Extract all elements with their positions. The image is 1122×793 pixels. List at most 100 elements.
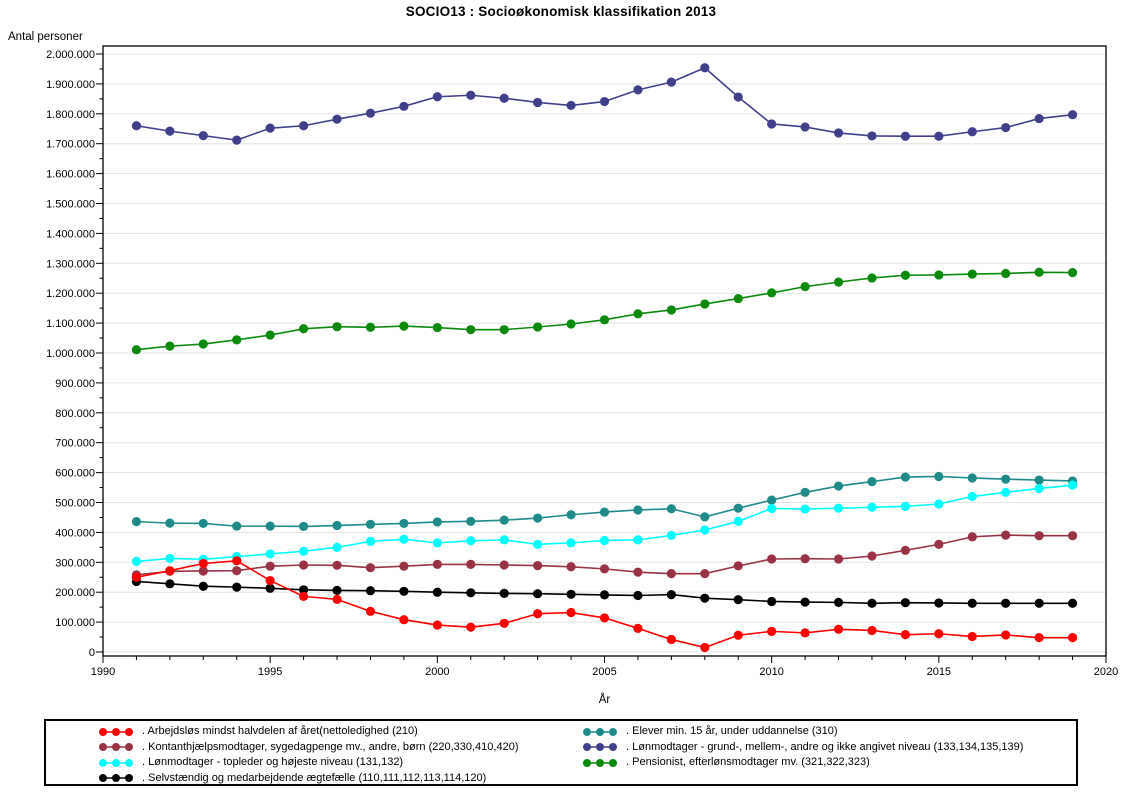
y-tick-label: 100.000 <box>55 617 95 629</box>
data-point-elever-2005 <box>599 507 610 517</box>
legend-label-kontanthjaelp: . Kontanthjælpsmodtager, sygedagpenge mv… <box>142 740 519 753</box>
data-point-selvstaendig-2012 <box>833 597 844 607</box>
data-point-lonmodtager-topleder-2005 <box>599 535 610 546</box>
legend-label-lonmodtager-grund: . Lønmodtager - grund-, mellem-, andre o… <box>626 740 1024 753</box>
data-point-arbejdslos-2006 <box>633 623 643 633</box>
x-tick-label: 2020 <box>1094 666 1118 678</box>
data-point-selvstaendig-2014 <box>900 598 911 608</box>
data-point-arbejdslos-2009 <box>733 630 743 640</box>
data-point-elever-1991 <box>131 517 142 527</box>
series-points-elever <box>131 471 1078 532</box>
legend-item-arbejdslos: . Arbejdsløs mindst halvdelen af året(ne… <box>98 724 519 740</box>
data-point-elever-1995 <box>265 521 275 531</box>
data-point-lonmodtager-topleder-2000 <box>432 538 442 548</box>
y-tick-label: 300.000 <box>55 557 95 569</box>
data-point-selvstaendig-1995 <box>265 583 275 593</box>
data-point-kontanthjaelp-1994 <box>232 566 242 576</box>
data-point-kontanthjaelp-2006 <box>633 567 643 577</box>
data-point-lonmodtager-topleder-1999 <box>399 534 409 544</box>
data-point-kontanthjaelp-2007 <box>666 569 676 579</box>
legend-marker-lonmodtager-topleder <box>99 758 133 767</box>
data-point-kontanthjaelp-2011 <box>800 554 810 564</box>
y-tick-label: 600.000 <box>55 468 95 480</box>
x-tick-label: 1990 <box>91 666 115 678</box>
legend-item-selvstaendig: . Selvstændig og medarbejdende ægtefælle… <box>98 771 519 787</box>
y-axis-unit-label: Antal personer <box>8 31 83 43</box>
data-point-arbejdslos-1991 <box>131 572 142 582</box>
legend-item-pensionist: . Pensionist, efterlønsmodtager mv. (321… <box>582 755 1023 771</box>
legend-column-right: . Elever min. 15 år, under uddannelse (3… <box>582 724 1023 771</box>
x-tick-label: 1995 <box>258 666 282 678</box>
y-tick-label: 1.800.000 <box>46 109 95 121</box>
data-point-elever-2002 <box>499 515 509 525</box>
data-point-pensionist-1991 <box>131 345 142 355</box>
data-point-lonmodtager-grund-2000 <box>432 92 442 102</box>
data-point-arbejdslos-2018 <box>1034 633 1044 643</box>
y-tick-label: 1.100.000 <box>46 318 95 330</box>
data-point-elever-1994 <box>232 521 242 531</box>
data-point-pensionist-2007 <box>666 305 676 315</box>
data-point-lonmodtager-grund-1998 <box>365 108 376 118</box>
data-point-arbejdslos-2016 <box>967 631 977 642</box>
legend-column-left: . Arbejdsløs mindst halvdelen af året(ne… <box>98 724 519 786</box>
legend-label-pensionist: . Pensionist, efterlønsmodtager mv. (321… <box>626 756 870 769</box>
data-point-selvstaendig-2006 <box>633 590 643 601</box>
data-point-pensionist-2015 <box>934 270 944 280</box>
legend-item-elever: . Elever min. 15 år, under uddannelse (3… <box>582 724 1023 740</box>
data-point-pensionist-2008 <box>700 299 710 309</box>
data-point-kontanthjaelp-2002 <box>499 560 509 570</box>
data-point-kontanthjaelp-2003 <box>533 560 543 571</box>
data-point-lonmodtager-topleder-1998 <box>365 536 376 546</box>
data-point-selvstaendig-1992 <box>165 579 175 589</box>
data-point-pensionist-2016 <box>967 269 977 279</box>
data-point-pensionist-2019 <box>1067 267 1078 278</box>
data-point-lonmodtager-grund-2003 <box>533 97 543 108</box>
legend-marker-kontanthjaelp <box>99 743 133 752</box>
data-point-pensionist-2009 <box>733 293 743 304</box>
data-point-lonmodtager-topleder-2011 <box>800 504 810 514</box>
legend-marker-selvstaendig <box>99 774 133 783</box>
data-point-elever-2001 <box>466 516 476 526</box>
data-point-lonmodtager-topleder-2015 <box>934 499 944 509</box>
data-point-lonmodtager-grund-2011 <box>800 122 810 132</box>
y-tick-label: 500.000 <box>55 498 95 510</box>
data-point-arbejdslos-1992 <box>165 566 175 576</box>
data-point-selvstaendig-1994 <box>232 582 242 592</box>
y-tick-label: 0 <box>89 647 95 659</box>
data-point-kontanthjaelp-2004 <box>566 562 576 572</box>
data-point-pensionist-2005 <box>599 315 610 325</box>
series-line-elever <box>136 475 1073 528</box>
data-point-arbejdslos-2012 <box>833 624 844 634</box>
data-point-selvstaendig-2001 <box>466 588 476 598</box>
data-point-arbejdslos-2015 <box>934 629 944 639</box>
data-point-kontanthjaelp-2013 <box>867 551 877 561</box>
series-line-arbejdslos <box>136 560 1073 649</box>
data-point-lonmodtager-topleder-2007 <box>666 530 676 540</box>
data-point-lonmodtager-grund-2009 <box>733 92 743 102</box>
data-point-arbejdslos-1997 <box>332 594 342 604</box>
data-point-arbejdslos-2017 <box>1001 630 1011 640</box>
x-axis-title: År <box>598 694 611 706</box>
data-point-kontanthjaelp-2019 <box>1067 531 1078 541</box>
legend-marker-lonmodtager-grund <box>583 743 617 752</box>
data-point-lonmodtager-grund-1994 <box>232 135 242 145</box>
legend-item-kontanthjaelp: . Kontanthjælpsmodtager, sygedagpenge mv… <box>98 740 519 756</box>
data-point-elever-2012 <box>833 481 844 491</box>
data-point-selvstaendig-2018 <box>1034 598 1044 608</box>
legend-label-lonmodtager-topleder: . Lønmodtager - topleder og højeste nive… <box>142 756 404 769</box>
data-point-kontanthjaelp-1995 <box>265 561 275 571</box>
data-point-kontanthjaelp-2009 <box>733 561 743 571</box>
data-point-selvstaendig-1999 <box>399 586 409 596</box>
data-point-pensionist-1992 <box>165 341 175 351</box>
y-tick-label: 800.000 <box>55 408 95 420</box>
y-tick-label: 1.600.000 <box>46 169 95 181</box>
data-point-lonmodtager-topleder-1995 <box>265 549 275 559</box>
data-point-lonmodtager-grund-1993 <box>198 131 208 141</box>
data-point-arbejdslos-1993 <box>198 558 208 569</box>
data-point-lonmodtager-topleder-2019 <box>1067 480 1078 490</box>
data-point-elever-2006 <box>633 505 643 515</box>
data-point-elever-1998 <box>365 519 376 529</box>
data-point-arbejdslos-2000 <box>432 620 442 630</box>
data-point-selvstaendig-2011 <box>800 597 810 607</box>
data-point-arbejdslos-2011 <box>800 628 810 638</box>
